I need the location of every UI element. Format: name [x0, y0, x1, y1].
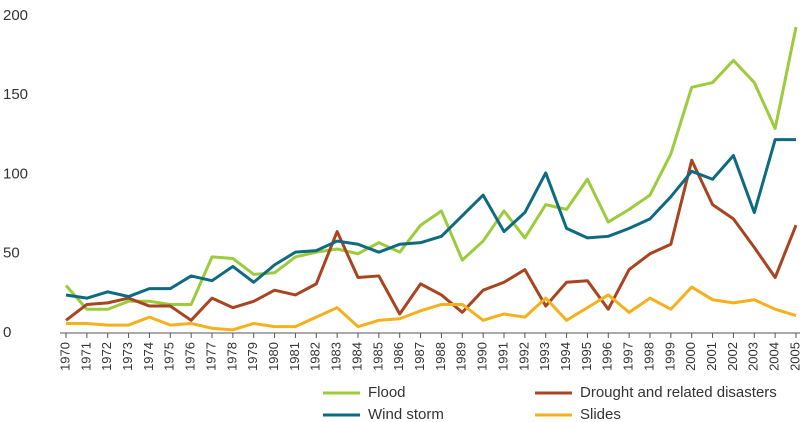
x-tick-label: 1973 [120, 342, 135, 371]
x-tick-label: 1981 [287, 342, 302, 371]
y-tick-label: 150 [3, 86, 28, 103]
x-tick-label: 1999 [662, 342, 677, 371]
legend-label: Slides [580, 406, 621, 422]
x-tick-label: 1975 [162, 342, 177, 371]
x-tick-label: 1987 [412, 342, 427, 371]
x-tick-label: 2003 [746, 342, 761, 371]
x-tick-label: 1990 [475, 342, 490, 371]
x-tick-label: 1994 [558, 342, 573, 371]
x-tick-label: 1986 [391, 342, 406, 371]
x-tick-label: 1992 [516, 342, 531, 371]
series-line [66, 285, 797, 332]
y-tick-label: 100 [3, 165, 28, 182]
x-tick-label: 1974 [141, 342, 156, 371]
y-tick-label: 200 [3, 7, 28, 24]
x-tick-label: 1993 [537, 342, 552, 371]
x-tick-label: 1970 [57, 342, 72, 371]
x-tick-label: 1978 [224, 342, 239, 371]
x-tick-label: 1991 [495, 342, 510, 371]
x-tick-label: 2005 [787, 342, 802, 371]
x-tick-label: 1989 [454, 342, 469, 371]
x-tick-label: 1985 [370, 342, 385, 371]
x-tick-label: 2004 [767, 342, 782, 371]
x-tick-label: 1976 [183, 342, 198, 371]
x-tick-label: 1972 [99, 342, 114, 371]
x-tick-label: 1982 [308, 342, 323, 371]
x-tick-label: 1984 [349, 342, 364, 371]
x-tick-label: 1996 [600, 342, 615, 371]
legend-label: Flood [368, 384, 406, 401]
x-tick-label: 2000 [683, 342, 698, 371]
series-line [65, 138, 796, 300]
x-tick-label: 2001 [704, 342, 719, 371]
x-tick-label: 1971 [78, 342, 93, 371]
y-tick-label: 50 [3, 245, 20, 262]
x-tick-label: 1979 [245, 342, 260, 371]
legend-label: Drought and related disasters [580, 384, 777, 401]
x-tick-label: 1997 [621, 342, 636, 371]
x-tick-label: 1998 [641, 342, 656, 371]
x-tick-label: 1983 [329, 342, 344, 371]
x-tick-label: 1980 [266, 342, 281, 371]
series-line [64, 26, 798, 311]
x-tick-label: 2002 [725, 342, 740, 371]
x-tick-label: 1977 [203, 342, 218, 371]
x-tick-label: 1988 [433, 342, 448, 371]
series-line [65, 158, 798, 322]
x-tick-label: 1995 [579, 342, 594, 371]
y-tick-label: 0 [3, 324, 11, 341]
legend-label: Wind storm [368, 406, 444, 422]
